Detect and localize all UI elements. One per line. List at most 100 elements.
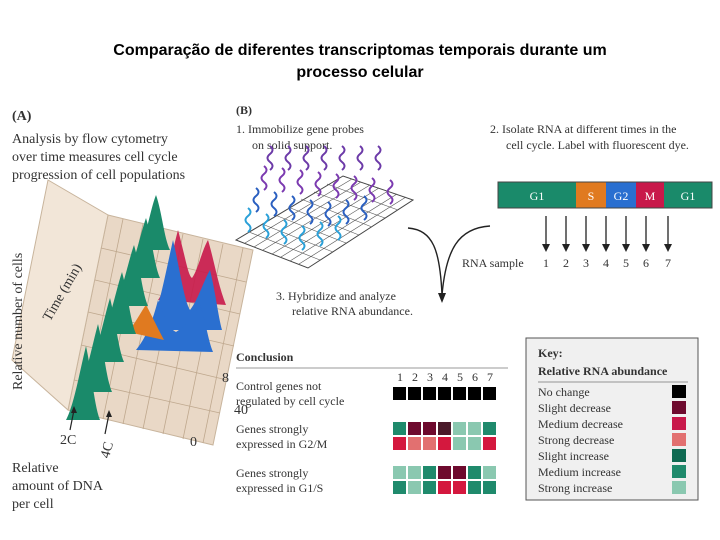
row-g2m-label-1: Genes strongly [236, 422, 308, 436]
heatmap-cell [393, 437, 406, 450]
histogram-peak-green-7 [66, 346, 100, 420]
sample-flow-curve [441, 225, 491, 296]
heatmap-cell [423, 422, 436, 435]
key-item-label: Strong decrease [538, 433, 614, 447]
row-control-label-1: Control genes not [236, 379, 322, 393]
sample-4: 4 [603, 256, 609, 270]
key-item-swatch [672, 417, 686, 430]
tick-2c-arrow [69, 409, 75, 431]
phase-g1-start [498, 182, 576, 208]
row-g1s-label-1: Genes strongly [236, 466, 308, 480]
sample-3: 3 [583, 256, 589, 270]
heatmap-cell [453, 437, 466, 450]
page-title: Comparação de diferentes transcriptomas … [40, 40, 680, 84]
sample-1: 1 [543, 256, 549, 270]
heatmap-cell [468, 437, 481, 450]
heatmap-cell [483, 481, 496, 494]
step1-line-1: 1. Immobilize gene probes [236, 122, 364, 136]
row-control-label-2: regulated by cell cycle [236, 394, 344, 408]
panel-a-label: (A) [12, 109, 32, 124]
phase-label-g1: G1 [530, 189, 545, 203]
time-tick-0: 0 [190, 435, 197, 450]
chip-flow-curve [407, 227, 443, 296]
conclusion-col-1: 1 [397, 370, 403, 384]
panel-a-caption-1: Analysis by flow cytometry [12, 132, 168, 147]
phase-m [636, 182, 664, 208]
histogram-peak-orange [128, 305, 164, 340]
panel-a-caption-3: progression of cell populations [12, 168, 185, 183]
title-line-1: Comparação de diferentes transcriptomas … [113, 42, 607, 59]
heatmap-cell [438, 422, 451, 435]
step1-line-2: on solid support. [252, 138, 332, 152]
flow-cytometry-plot [11, 179, 254, 446]
key-list: No change Slight decrease Medium decrease S… [538, 385, 686, 495]
sample-7: 7 [665, 256, 671, 270]
phase-label-g1-end: G1 [681, 189, 696, 203]
key-item-label: Slight increase [538, 449, 609, 463]
phase-g2 [606, 182, 636, 208]
conclusion-col-6: 6 [472, 370, 478, 384]
x-axis-label-3: per cell [12, 497, 54, 512]
heatmap-cell [483, 422, 496, 435]
heatmap-cell [393, 481, 406, 494]
x-axis-label-2: amount of DNA [12, 479, 104, 494]
sample-2: 2 [563, 256, 569, 270]
x-axis-label-1: Relative [12, 461, 59, 476]
heatmap-cell [468, 481, 481, 494]
plot-back-wall [11, 179, 109, 411]
heatmap-cell [453, 422, 466, 435]
heatmap-cell [468, 422, 481, 435]
heatmap-cell [468, 387, 481, 400]
conclusion-heading: Conclusion [236, 350, 294, 364]
phase-label-m: M [645, 189, 656, 203]
key-item-label: No change [538, 385, 590, 399]
heatmap-cell [438, 466, 451, 479]
heatmap-cell [423, 481, 436, 494]
time-tick-40: 40 [234, 403, 248, 418]
heatmap-cell [483, 387, 496, 400]
row-g1s-label-2: expressed in G1/S [236, 481, 323, 495]
conclusion-col-5: 5 [457, 370, 463, 384]
phase-label-g2: G2 [614, 189, 629, 203]
sample-6: 6 [643, 256, 649, 270]
key-item-swatch [672, 449, 686, 462]
time-tick-8: 8 [222, 371, 229, 386]
heatmap-cell [468, 466, 481, 479]
heatmap-cell [438, 387, 451, 400]
key-heading: Key: [538, 346, 563, 360]
key-item-label: Medium increase [538, 465, 621, 479]
tick-4c-arrowhead [106, 410, 112, 417]
step3-line-2: relative RNA abundance. [292, 304, 413, 318]
dna-tick-2c: 2C [60, 433, 76, 448]
figure-panel: (A) Analysis by flow cytometry over time… [8, 100, 720, 530]
conclusion-col-4: 4 [442, 370, 448, 384]
hybridize-arrowhead [438, 293, 446, 303]
phase-g1-end [664, 182, 712, 208]
heatmap-cell [408, 481, 421, 494]
key-item-swatch [672, 401, 686, 414]
rna-sample-label: RNA sample [462, 256, 524, 270]
key-subheading: Relative RNA abundance [538, 364, 668, 378]
heatmap-cell [438, 437, 451, 450]
conclusion-heatmap [393, 387, 496, 494]
sample-5: 5 [623, 256, 629, 270]
figure-svg: (A) Analysis by flow cytometry over time… [11, 103, 713, 512]
gene-probes [244, 145, 394, 251]
heatmap-cell [393, 466, 406, 479]
heatmap-cell [393, 387, 406, 400]
heatmap-cell [423, 437, 436, 450]
key-item-swatch [672, 385, 686, 398]
heatmap-cell [483, 466, 496, 479]
title-line-2: processo celular [296, 64, 424, 81]
panel-a-caption-2: over time measures cell cycle [12, 150, 178, 165]
histogram-peak-blue [148, 240, 222, 330]
key-item-swatch [672, 481, 686, 494]
key-item-swatch [672, 465, 686, 478]
heatmap-cell [408, 387, 421, 400]
key-item-label: Slight decrease [538, 401, 611, 415]
conclusion-col-3: 3 [427, 370, 433, 384]
heatmap-cell [423, 466, 436, 479]
heatmap-cell [423, 387, 436, 400]
key-item-swatch [672, 433, 686, 446]
heatmap-cell [483, 437, 496, 450]
